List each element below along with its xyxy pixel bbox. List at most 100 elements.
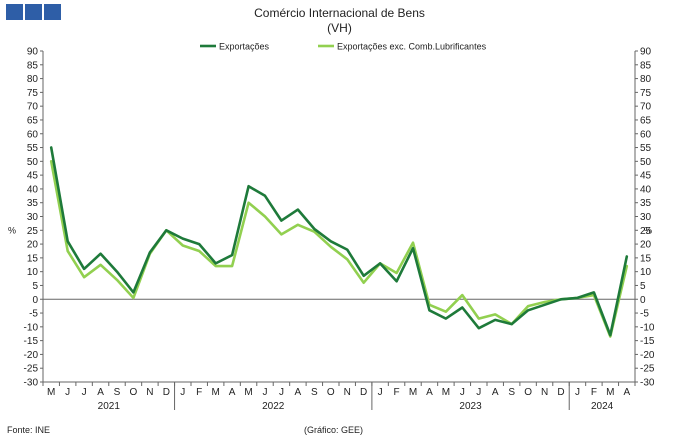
logo-block-1 bbox=[6, 4, 23, 20]
legend-label: Exportações exc. Comb.Lubrificantes bbox=[337, 42, 487, 52]
x-month-label: O bbox=[130, 387, 138, 398]
x-month-label: A bbox=[295, 387, 302, 398]
x-month-label: J bbox=[378, 387, 383, 398]
y-tick-label-left: -5 bbox=[29, 309, 38, 320]
y-tick-label-left: 70 bbox=[27, 102, 39, 113]
y-tick-label-right: -30 bbox=[640, 378, 655, 389]
logo-block-2 bbox=[25, 4, 42, 20]
y-tick-label-right: 85 bbox=[640, 60, 652, 71]
x-month-label: J bbox=[65, 387, 70, 398]
y-tick-label-right: -5 bbox=[640, 309, 649, 320]
y-tick-label-right: 10 bbox=[640, 267, 652, 278]
y-tick-label-right: 90 bbox=[640, 47, 652, 58]
source-note: Fonte: INE bbox=[7, 425, 51, 435]
x-month-label: F bbox=[591, 387, 597, 398]
x-month-label: M bbox=[409, 387, 417, 398]
series-line bbox=[49, 146, 629, 337]
y-tick-label-left: 55 bbox=[27, 143, 39, 154]
x-month-label: O bbox=[327, 387, 335, 398]
y-tick-label-left: 25 bbox=[27, 226, 39, 237]
x-month-label: A bbox=[97, 387, 104, 398]
chart-title: Comércio Internacional de Bens bbox=[254, 6, 425, 20]
series-line bbox=[49, 160, 629, 338]
x-month-label: J bbox=[279, 387, 284, 398]
x-month-label: M bbox=[211, 387, 219, 398]
x-month-label: J bbox=[460, 387, 465, 398]
x-year-label: 2021 bbox=[98, 401, 121, 412]
y-tick-label-right: -15 bbox=[640, 336, 655, 347]
y-tick-label-left: 80 bbox=[27, 74, 39, 85]
legend-label: Exportações bbox=[219, 42, 270, 52]
x-month-label: A bbox=[623, 387, 630, 398]
y-tick-label-right: 80 bbox=[640, 74, 652, 85]
y-tick-label-left: 10 bbox=[27, 267, 39, 278]
y-tick-label-right: 60 bbox=[640, 129, 652, 140]
y-tick-label-right: 15 bbox=[640, 253, 652, 264]
x-month-label: N bbox=[146, 387, 153, 398]
y-tick-label-left: 30 bbox=[27, 212, 39, 223]
y-tick-label-right: 30 bbox=[640, 212, 652, 223]
chart-credit: (Gráfico: GEE) bbox=[304, 425, 364, 435]
x-month-label: M bbox=[442, 387, 450, 398]
y-tick-label-left: 50 bbox=[27, 157, 39, 168]
y-tick-label-left: 15 bbox=[27, 253, 39, 264]
x-year-label: 2024 bbox=[591, 401, 614, 412]
x-month-label: J bbox=[263, 387, 268, 398]
x-month-label: A bbox=[426, 387, 433, 398]
x-month-label: F bbox=[196, 387, 202, 398]
y-tick-label-right: -20 bbox=[640, 350, 655, 361]
y-tick-label-right: 55 bbox=[640, 143, 652, 154]
x-month-label: D bbox=[360, 387, 367, 398]
x-month-label: J bbox=[82, 387, 87, 398]
x-month-label: S bbox=[114, 387, 121, 398]
x-month-label: S bbox=[508, 387, 515, 398]
logo-block-3 bbox=[44, 4, 61, 20]
x-month-label: N bbox=[344, 387, 351, 398]
x-month-label: A bbox=[229, 387, 236, 398]
y-axis-label-left: % bbox=[8, 225, 16, 235]
y-tick-label-right: 25 bbox=[640, 226, 652, 237]
y-tick-label-right: 35 bbox=[640, 198, 652, 209]
x-month-label: J bbox=[476, 387, 481, 398]
x-month-label: O bbox=[524, 387, 532, 398]
x-month-label: D bbox=[163, 387, 170, 398]
y-tick-label-right: 0 bbox=[640, 295, 646, 306]
y-tick-label-left: -15 bbox=[24, 336, 39, 347]
y-tick-label-left: 35 bbox=[27, 198, 39, 209]
y-tick-label-left: 60 bbox=[27, 129, 39, 140]
x-month-label: N bbox=[541, 387, 548, 398]
x-month-label: M bbox=[244, 387, 252, 398]
y-tick-label-left: 5 bbox=[32, 281, 38, 292]
y-tick-label-right: 50 bbox=[640, 157, 652, 168]
chart-subtitle: (VH) bbox=[327, 21, 352, 35]
y-tick-label-right: 5 bbox=[640, 281, 646, 292]
y-tick-label-right: 75 bbox=[640, 88, 652, 99]
y-tick-label-right: 45 bbox=[640, 171, 652, 182]
y-tick-label-right: 70 bbox=[640, 102, 652, 113]
y-axis-label-right: % bbox=[644, 225, 652, 235]
y-tick-label-left: -20 bbox=[24, 350, 39, 361]
y-tick-label-left: 20 bbox=[27, 240, 39, 251]
y-tick-label-right: 20 bbox=[640, 240, 652, 251]
x-month-label: A bbox=[492, 387, 499, 398]
y-tick-label-right: 40 bbox=[640, 184, 652, 195]
x-month-label: J bbox=[180, 387, 185, 398]
x-month-label: M bbox=[47, 387, 55, 398]
y-tick-label-left: 85 bbox=[27, 60, 39, 71]
y-tick-label-left: 75 bbox=[27, 88, 39, 99]
y-tick-label-left: -30 bbox=[24, 378, 39, 389]
x-year-label: 2023 bbox=[459, 401, 482, 412]
y-tick-label-left: -10 bbox=[24, 322, 39, 333]
x-year-label: 2022 bbox=[262, 401, 285, 412]
y-tick-label-left: 0 bbox=[32, 295, 38, 306]
y-tick-label-left: 65 bbox=[27, 115, 39, 126]
x-month-label: M bbox=[606, 387, 614, 398]
y-tick-label-right: -25 bbox=[640, 364, 655, 375]
y-tick-label-left: 40 bbox=[27, 184, 39, 195]
x-month-label: D bbox=[557, 387, 564, 398]
y-tick-label-right: 65 bbox=[640, 115, 652, 126]
x-month-label: S bbox=[311, 387, 318, 398]
y-tick-label-left: 45 bbox=[27, 171, 39, 182]
y-tick-label-right: -10 bbox=[640, 322, 655, 333]
